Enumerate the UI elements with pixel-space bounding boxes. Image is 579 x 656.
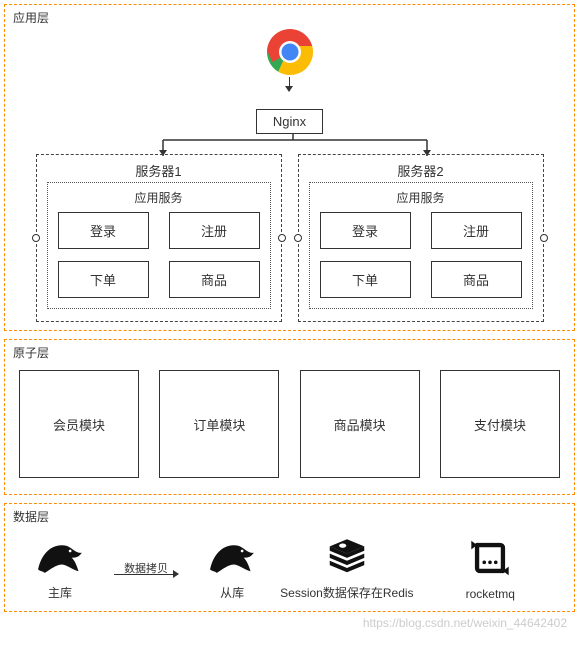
layer-data: 数据层 主库 数据拷贝 从库 — [4, 503, 575, 612]
rocketmq: rocketmq — [419, 535, 562, 601]
slave-db: 从库 — [189, 534, 275, 601]
redis-stack-icon — [324, 532, 370, 578]
svc-box: 登录 — [58, 212, 149, 249]
server-2-service-group-title: 应用服务 — [320, 189, 522, 206]
server-2-service-group: 应用服务 登录 注册 下单 商品 — [309, 182, 533, 309]
svc-box: 注册 — [169, 212, 260, 249]
server-2-title: 服务器2 — [309, 161, 533, 180]
slave-db-label: 从库 — [220, 584, 244, 601]
module-box: 会员模块 — [19, 370, 139, 478]
anchor-dot — [294, 234, 302, 242]
replication: 数据拷贝 — [103, 560, 189, 602]
layer-atom: 原子层 会员模块 订单模块 商品模块 支付模块 — [4, 339, 575, 495]
server-1-title: 服务器1 — [47, 161, 271, 180]
layer-app-title: 应用层 — [11, 9, 51, 26]
arrow-browser-to-nginx — [289, 77, 291, 91]
nginx-box: Nginx — [256, 109, 323, 134]
server-1-service-group: 应用服务 登录 注册 下单 商品 — [47, 182, 271, 309]
layer-atom-title: 原子层 — [11, 344, 51, 361]
anchor-dot — [540, 234, 548, 242]
data-row: 主库 数据拷贝 从库 Session数据保存在Re — [13, 526, 566, 603]
module-box: 商品模块 — [300, 370, 420, 478]
replication-arrow — [114, 574, 178, 576]
svc-box: 商品 — [169, 261, 260, 298]
app-top: Nginx — [13, 27, 566, 134]
modules-row: 会员模块 订单模块 商品模块 支付模块 — [13, 362, 566, 486]
svc-box: 下单 — [320, 261, 411, 298]
module-box: 支付模块 — [440, 370, 560, 478]
chrome-icon — [265, 27, 315, 77]
svc-box: 商品 — [431, 261, 522, 298]
rocketmq-icon — [467, 535, 513, 581]
mysql-dolphin-icon — [33, 534, 87, 578]
server-1-service-group-title: 应用服务 — [58, 189, 260, 206]
rocketmq-label: rocketmq — [466, 587, 515, 601]
master-db-label: 主库 — [48, 584, 72, 601]
servers-row: 服务器1 应用服务 登录 注册 下单 商品 服务器2 应用服务 登录 注册 — [13, 154, 566, 322]
module-box: 订单模块 — [159, 370, 279, 478]
redis: Session数据保存在Redis — [275, 532, 418, 601]
svc-box: 下单 — [58, 261, 149, 298]
server-2: 服务器2 应用服务 登录 注册 下单 商品 — [298, 154, 544, 322]
mysql-dolphin-icon — [205, 534, 259, 578]
anchor-dot — [278, 234, 286, 242]
anchor-dot — [32, 234, 40, 242]
svc-box: 登录 — [320, 212, 411, 249]
watermark: https://blog.csdn.net/weixin_44642402 — [4, 616, 575, 630]
master-db: 主库 — [17, 534, 103, 601]
svc-box: 注册 — [431, 212, 522, 249]
layer-app: 应用层 Nginx — [4, 4, 575, 331]
server-1: 服务器1 应用服务 登录 注册 下单 商品 — [36, 154, 282, 322]
layer-data-title: 数据层 — [11, 508, 51, 525]
redis-label: Session数据保存在Redis — [280, 584, 413, 601]
